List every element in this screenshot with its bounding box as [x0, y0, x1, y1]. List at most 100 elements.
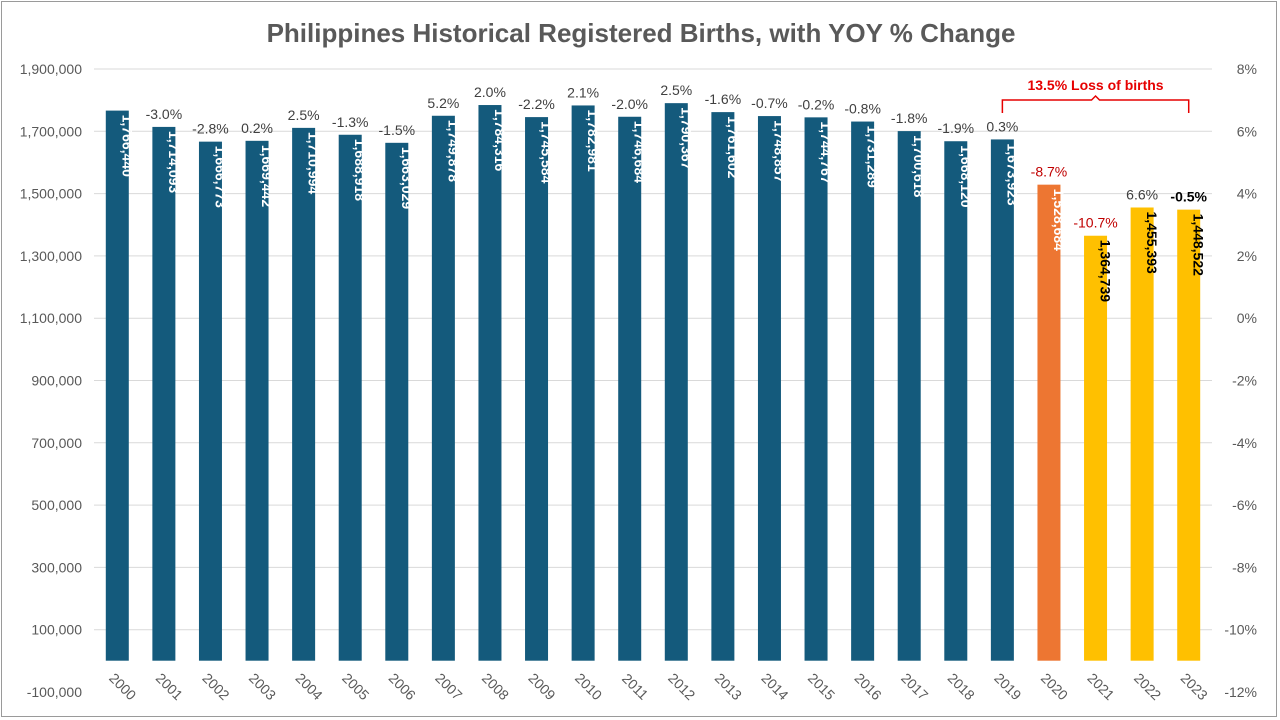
y2-tick-label: -6%	[1232, 497, 1257, 513]
value-label-2003: 1,669,442	[259, 145, 275, 207]
bar-2008	[478, 105, 502, 661]
value-label-2005: 1,688,918	[352, 139, 368, 201]
y2-tick-label: 2%	[1237, 248, 1257, 264]
yoy-label-2009: -2.2%	[518, 96, 555, 112]
yoy-label-2017: -1.8%	[891, 110, 928, 126]
bar-2015	[804, 117, 828, 661]
bar-2004	[292, 127, 316, 661]
value-label-2021: 1,364,739	[1098, 240, 1114, 302]
y2-tick-label: -8%	[1232, 559, 1257, 575]
x-tick-label-2014: 2014	[758, 670, 791, 703]
y-tick-label: 1,300,000	[20, 248, 82, 264]
y-tick-label: 500,000	[31, 497, 82, 513]
bar-2023	[1177, 209, 1201, 661]
value-label-2007: 1,749,878	[445, 120, 461, 182]
yoy-label-2013: -1.6%	[705, 91, 742, 107]
value-label-2016: 1,731,289	[865, 126, 881, 188]
bar-2003	[245, 140, 269, 661]
value-label-2012: 1,790,367	[678, 107, 694, 169]
value-label-2001: 1,714,093	[166, 131, 182, 193]
value-label-2015: 1,744,767	[818, 121, 834, 183]
yoy-label-2019: 0.3%	[986, 118, 1018, 134]
bar-2002	[198, 141, 222, 661]
annotation-text: 13.5% Loss of births	[1027, 77, 1163, 93]
value-label-2002: 1,666,773	[212, 146, 228, 208]
yoy-label-2004: 2.5%	[288, 107, 320, 123]
x-tick-label-2015: 2015	[805, 670, 838, 703]
bars	[105, 103, 1201, 661]
x-tick-label-2011: 2011	[619, 670, 652, 703]
y-tick-label: -100,000	[27, 684, 82, 700]
value-label-2014: 1,748,857	[771, 120, 787, 182]
x-tick-label-2016: 2016	[851, 670, 884, 703]
x-tick-label-2021: 2021	[1084, 670, 1117, 703]
yoy-label-2001: -3.0%	[146, 106, 183, 122]
yoy-labels: -3.0% -2.8% 0.2% 2.5% -1.3% -1.5% 5.2% 2.0% -2.2…	[146, 82, 1208, 231]
y-tick-label: 100,000	[31, 622, 82, 638]
bar-2020	[1037, 184, 1061, 661]
bar-2019	[990, 139, 1014, 661]
y2-tick-label: 6%	[1237, 123, 1257, 139]
right-axis-ticks: 8% 6% 4% 2% 0% -2% -4% -6% -8% -10% -12%	[1224, 61, 1257, 700]
value-label-2010: 1,782,981	[585, 109, 601, 171]
yoy-label-2015: -0.2%	[798, 96, 835, 112]
x-tick-label-2003: 2003	[246, 670, 279, 703]
x-tick-label-2001: 2001	[153, 670, 186, 703]
y-tick-label: 300,000	[31, 559, 82, 575]
left-axis-ticks: 1,900,000 1,700,000 1,500,000 1,300,000 1,10…	[20, 61, 83, 700]
x-tick-label-2009: 2009	[525, 670, 558, 703]
y2-tick-label: -10%	[1224, 622, 1257, 638]
x-tick-label-2012: 2012	[665, 670, 698, 703]
yoy-label-2016: -0.8%	[844, 101, 881, 117]
x-tick-label-2020: 2020	[1038, 670, 1071, 703]
y-tick-label: 1,500,000	[20, 186, 82, 202]
value-label-2004: 1,710,994	[306, 132, 322, 194]
value-label-2022: 1,455,393	[1144, 211, 1160, 273]
yoy-label-2022: 6.6%	[1126, 186, 1158, 202]
x-axis-ticks: 2000 2001 2002 2003 2004 2005 2006 2007 2008 2009…	[106, 670, 1211, 703]
yoy-label-2018: -1.9%	[938, 120, 975, 136]
x-tick-label-2008: 2008	[479, 670, 512, 703]
yoy-label-2007: 5.2%	[427, 95, 459, 111]
yoy-label-2012: 2.5%	[660, 82, 692, 98]
loss-annotation: 13.5% Loss of births	[1001, 77, 1190, 113]
bar-2014	[757, 116, 781, 661]
y2-tick-label: -2%	[1232, 373, 1257, 389]
x-tick-label-2018: 2018	[945, 670, 978, 703]
x-tick-label-2004: 2004	[292, 670, 325, 703]
value-label-2018: 1,668,120	[958, 145, 974, 207]
value-label-2020: 1,528,684	[1051, 189, 1067, 251]
y2-tick-label: 4%	[1237, 186, 1257, 202]
y-tick-label: 1,900,000	[20, 61, 82, 77]
bar-2000	[105, 110, 129, 661]
annotation-bracket	[1001, 94, 1190, 113]
value-label-2008: 1,784,316	[492, 109, 508, 171]
bar-2021	[1084, 235, 1108, 661]
y-tick-label: 1,700,000	[20, 123, 82, 139]
x-tick-label-2017: 2017	[898, 670, 931, 703]
value-label-2009: 1,745,584	[539, 121, 555, 183]
bar-2016	[851, 121, 875, 661]
x-tick-label-2005: 2005	[339, 670, 372, 703]
yoy-label-2003: 0.2%	[241, 120, 273, 136]
x-tick-label-2019: 2019	[991, 670, 1024, 703]
y2-tick-label: 0%	[1237, 310, 1257, 326]
yoy-label-2014: -0.7%	[751, 95, 788, 111]
chart-title: Philippines Historical Registered Births…	[267, 18, 1016, 48]
x-tick-label-2010: 2010	[572, 670, 605, 703]
x-tick-label-2002: 2002	[199, 670, 232, 703]
yoy-label-2023: -0.5%	[1170, 189, 1207, 205]
value-label-2000: 1,766,440	[119, 115, 135, 177]
yoy-label-2021: -10.7%	[1073, 215, 1117, 231]
gridlines	[94, 68, 1212, 631]
bar-2018	[944, 141, 968, 661]
x-tick-label-2013: 2013	[712, 670, 745, 703]
yoy-label-2005: -1.3%	[332, 114, 369, 130]
yoy-label-2008: 2.0%	[474, 84, 506, 100]
bar-2011	[618, 116, 642, 661]
bar-2013	[711, 112, 735, 661]
x-tick-label-2022: 2022	[1131, 670, 1164, 703]
value-label-2006: 1,663,029	[399, 147, 415, 209]
